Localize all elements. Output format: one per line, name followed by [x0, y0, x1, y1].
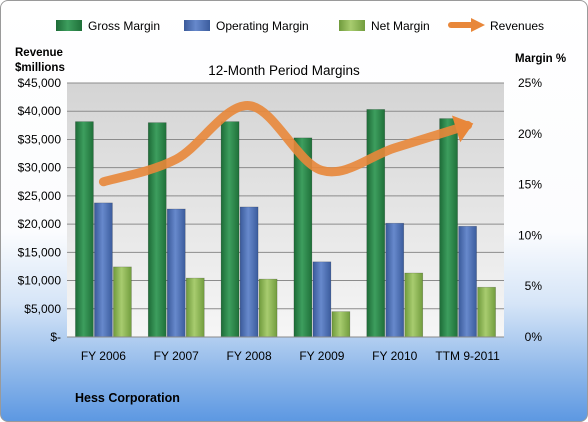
revenue-line-path: [98, 101, 473, 187]
category-label: FY 2008: [227, 349, 272, 363]
right-tick-label: 15%: [518, 178, 542, 192]
bar-operating-margin: [166, 208, 186, 338]
revenue-line: [98, 101, 474, 187]
left-tick-label: $5,000: [24, 302, 61, 316]
legend-label-net-margin: Net Margin: [371, 19, 430, 33]
left-tick-label: $20,000: [18, 217, 62, 231]
left-tick-label: $15,000: [18, 245, 62, 259]
right-axis-title: Margin %: [515, 53, 566, 65]
bar-net-margin: [404, 272, 424, 338]
category-label: TTM 9-2011: [435, 349, 500, 363]
bar-gross-margin: [220, 121, 240, 338]
legend-label-gross-margin: Gross Margin: [88, 19, 160, 33]
bar-net-margin: [113, 266, 132, 338]
bar-operating-margin: [385, 222, 405, 338]
category-label: FY 2006: [81, 349, 126, 363]
right-tick-label: 5%: [525, 279, 543, 293]
category-label: FY 2007: [154, 349, 199, 363]
bar-operating-margin: [239, 206, 259, 338]
bar-gross-margin: [366, 109, 386, 338]
company-name: Hess Corporation: [75, 391, 180, 405]
legend-label-revenues: Revenues: [490, 19, 544, 33]
bars: [75, 109, 496, 338]
left-tick-label: $30,000: [18, 161, 62, 175]
revenue-arrowhead: [451, 115, 474, 143]
bar-net-margin: [331, 311, 351, 338]
chart-title: 12-Month Period Margins: [208, 63, 360, 78]
left-axis-ticks: $- $5,000 $10,000 $15,000 $20,000 $25,000 $30,…: [18, 76, 62, 344]
bar-gross-margin: [147, 122, 167, 338]
gridlines: [67, 82, 504, 310]
category-label: FY 2010: [372, 349, 417, 363]
left-tick-label: $10,000: [18, 274, 62, 288]
legend-swatch-net-margin: [339, 20, 365, 31]
left-axis-title-line1: Revenue: [15, 47, 63, 59]
left-tick-label: $45,000: [18, 76, 62, 90]
left-tick-label: $25,000: [18, 189, 62, 203]
legend-label-operating-margin: Operating Margin: [216, 19, 309, 33]
bar-net-margin: [258, 278, 278, 338]
left-tick-label: $35,000: [18, 132, 62, 146]
bar-gross-margin: [439, 118, 458, 338]
left-tick-label: $40,000: [18, 104, 62, 118]
legend: Gross Margin Operating Margin Net Margin…: [56, 18, 544, 33]
left-axis-title-line2: $millions: [15, 62, 65, 74]
category-label: FY 2009: [299, 349, 344, 363]
legend-swatch-operating-margin: [184, 20, 210, 31]
x-axis-categories: FY 2006 FY 2007 FY 2008 FY 2009 FY 2010 TTM 9…: [81, 349, 500, 363]
right-tick-label: 0%: [525, 330, 543, 344]
bar-net-margin: [477, 286, 496, 338]
right-axis-ticks: 0% 5% 10% 15% 20% 25%: [518, 76, 542, 344]
right-tick-label: 25%: [518, 76, 542, 90]
bar-operating-margin: [312, 261, 332, 338]
bar-operating-margin: [458, 225, 477, 338]
bar-operating-margin: [94, 202, 113, 338]
legend-arrowhead-revenues: [471, 18, 485, 32]
plot-area: [67, 83, 504, 337]
legend-swatch-gross-margin: [56, 20, 82, 31]
bar-net-margin: [185, 277, 205, 338]
right-tick-label: 10%: [518, 228, 542, 242]
left-tick-label: $-: [50, 330, 61, 344]
bar-gross-margin: [75, 121, 94, 338]
right-tick-label: 20%: [518, 127, 542, 141]
